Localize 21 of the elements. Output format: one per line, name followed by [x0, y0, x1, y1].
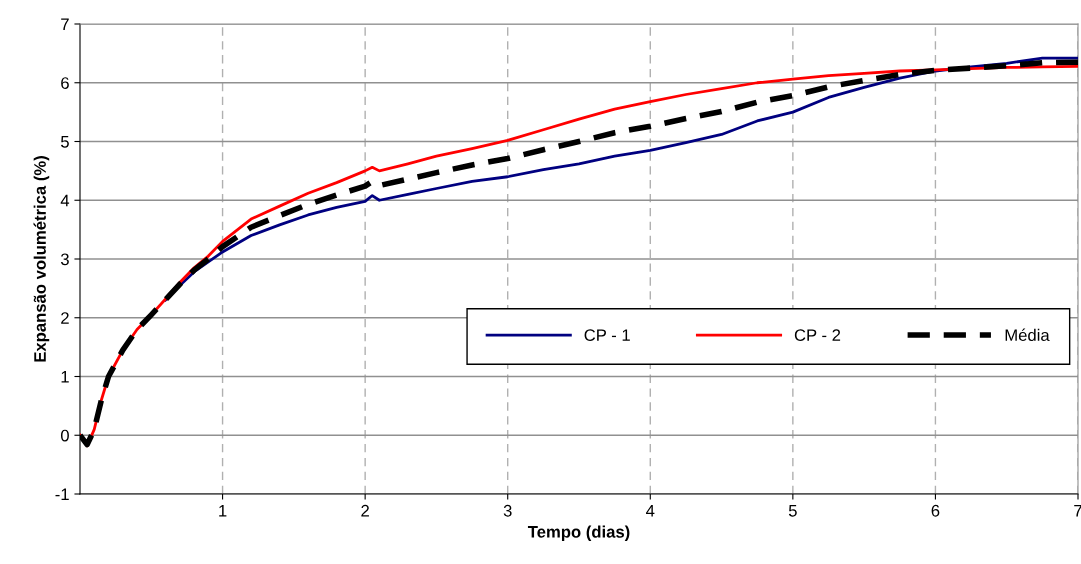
- y-tick-label: 3: [60, 253, 69, 266]
- y-tick-label: 0: [60, 429, 69, 442]
- x-tick-label: 3: [503, 504, 512, 517]
- x-tick-label: 7: [1074, 505, 1081, 517]
- legend-label: Média: [1005, 328, 1050, 342]
- y-tick-label: 1: [61, 371, 69, 383]
- x-tick-label: 4: [646, 505, 655, 517]
- y-tick-label: 7: [61, 18, 69, 31]
- y-tick-label: 2: [61, 312, 69, 324]
- y-tick-label: -1: [55, 488, 69, 501]
- x-tick-label: 1: [219, 505, 227, 517]
- x-tick-label: 6: [931, 504, 940, 517]
- y-tick-label: 5: [60, 136, 69, 148]
- x-tick-label: 2: [361, 504, 369, 517]
- y-tick-label: 4: [60, 194, 70, 207]
- legend-label: CP - 1: [584, 329, 630, 342]
- y-tick-label: 6: [61, 77, 69, 89]
- x-axis-title: Tempo (dias): [527, 525, 630, 542]
- legend-label: CP - 2: [794, 329, 841, 342]
- y-axis-title: Expansão volumétrica (%): [33, 156, 50, 362]
- x-tick-label: 5: [788, 505, 797, 517]
